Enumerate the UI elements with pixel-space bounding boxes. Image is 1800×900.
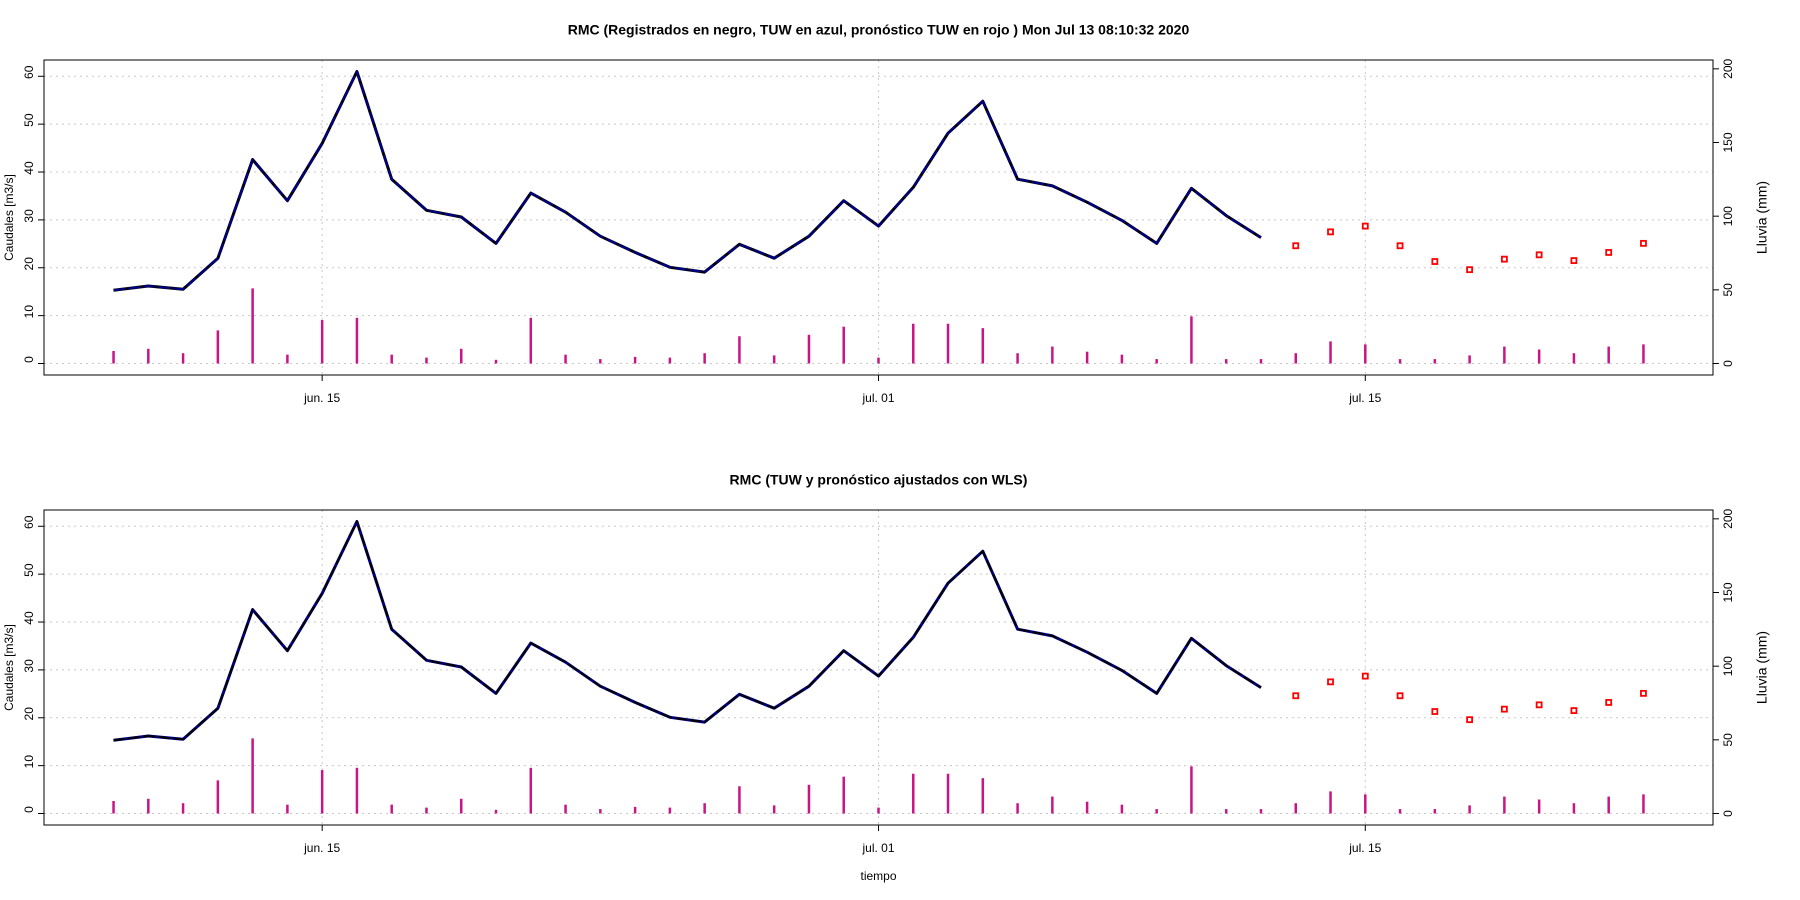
forecast-point: [1535, 251, 1543, 259]
flow-line: [113, 70, 1262, 292]
x-tick-label: jun. 15: [303, 391, 340, 405]
forecast-point: [1640, 689, 1647, 697]
y2-tick-label: 0: [1721, 360, 1735, 367]
forecast-point: [1431, 258, 1439, 265]
plot-frame: [43, 509, 1714, 826]
forecast-point: [1292, 242, 1300, 250]
forecast-point: [1292, 692, 1300, 700]
x-tick-label: jul. 15: [1348, 841, 1381, 855]
forecast-point: [1466, 266, 1474, 274]
y2-tick-label: 50: [1721, 733, 1735, 747]
y2-tick-label: 150: [1721, 132, 1735, 152]
y2-tick-label: 100: [1721, 206, 1735, 226]
y2-tick-label: 150: [1721, 582, 1735, 602]
y-tick-label: 60: [22, 65, 36, 79]
forecast-point: [1640, 239, 1647, 247]
y-tick-label: 20: [22, 257, 36, 271]
y-tick-label: 40: [22, 161, 36, 175]
flow-line: [113, 520, 1262, 742]
forecast-point: [1605, 249, 1613, 256]
y-tick-label: 30: [22, 659, 36, 673]
y-tick-label: 30: [22, 209, 36, 223]
y2-tick-label: 100: [1721, 656, 1735, 676]
x-axis-label: tiempo: [860, 869, 896, 883]
y-tick-label: 0: [22, 356, 36, 363]
y-tick-label: 60: [22, 515, 36, 529]
x-tick-label: jun. 15: [303, 841, 340, 855]
forecast-point: [1361, 222, 1369, 230]
forecast-point: [1570, 257, 1578, 264]
forecast-point: [1396, 242, 1404, 250]
forecast-point: [1327, 678, 1334, 686]
y-axis-label: Caudales [m3/s]: [2, 624, 16, 711]
y-tick-label: 40: [22, 611, 36, 625]
forecast-point: [1327, 228, 1334, 236]
y-tick-label: 50: [22, 563, 36, 577]
plot-frame: [43, 59, 1714, 376]
y-axis-label: Caudales [m3/s]: [2, 174, 16, 261]
flow-line: [113, 70, 1262, 292]
y2-tick-label: 50: [1721, 283, 1735, 297]
y2-axis-label: Lluvia (mm): [1754, 631, 1770, 704]
forecast-point: [1500, 705, 1508, 713]
y-tick-label: 10: [22, 755, 36, 769]
forecast-point: [1500, 255, 1508, 263]
forecast-point: [1535, 701, 1543, 709]
y2-tick-label: 200: [1721, 509, 1735, 529]
forecast-point: [1466, 716, 1474, 724]
y2-tick-label: 0: [1721, 810, 1735, 817]
x-tick-label: jul. 01: [861, 391, 894, 405]
forecast-point: [1570, 707, 1578, 714]
forecast-point: [1361, 672, 1369, 680]
forecast-point: [1396, 692, 1404, 700]
x-tick-label: jul. 15: [1348, 391, 1381, 405]
chart-title: RMC (TUW y pronóstico ajustados con WLS): [730, 472, 1028, 488]
y2-tick-label: 200: [1721, 59, 1735, 79]
y-tick-label: 50: [22, 113, 36, 127]
chart-title: RMC (Registrados en negro, TUW en azul, …: [568, 22, 1190, 38]
y-tick-label: 0: [22, 806, 36, 813]
flow-line: [113, 520, 1262, 742]
y2-axis-label: Lluvia (mm): [1754, 181, 1770, 254]
y-tick-label: 10: [22, 305, 36, 319]
forecast-point: [1605, 699, 1613, 706]
forecast-point: [1431, 708, 1439, 715]
y-tick-label: 20: [22, 707, 36, 721]
x-tick-label: jul. 01: [861, 841, 894, 855]
